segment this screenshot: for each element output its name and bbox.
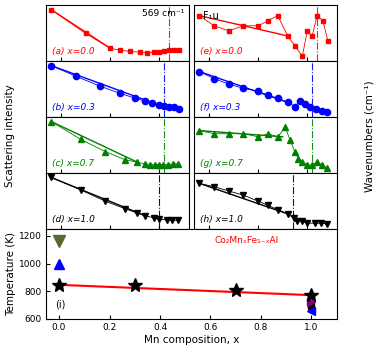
Text: 569 cm⁻¹: 569 cm⁻¹ [142, 9, 185, 18]
Text: (g) x=0.7: (g) x=0.7 [200, 159, 243, 168]
Text: (c) x=0.7: (c) x=0.7 [52, 159, 94, 168]
Text: (h) x=1.0: (h) x=1.0 [200, 215, 243, 223]
X-axis label: Temperature (K): Temperature (K) [224, 246, 308, 256]
X-axis label: Temperature (K): Temperature (K) [75, 246, 159, 256]
Y-axis label: Temperature (K): Temperature (K) [6, 232, 16, 316]
Text: (a) x=0.0: (a) x=0.0 [52, 47, 95, 56]
Text: (d) x=1.0: (d) x=1.0 [52, 215, 95, 223]
Text: (b) x=0.3: (b) x=0.3 [52, 103, 95, 111]
Text: (e) x=0.0: (e) x=0.0 [200, 47, 243, 56]
Text: F₁u: F₁u [203, 11, 219, 21]
Text: (i): (i) [55, 300, 65, 310]
Text: Scattering intensity: Scattering intensity [5, 84, 15, 187]
X-axis label: Mn composition, x: Mn composition, x [144, 335, 239, 345]
Text: Co₂MnₓFe₁₋ₓAl: Co₂MnₓFe₁₋ₓAl [215, 236, 279, 245]
Text: Wavenumbers (cm⁻¹): Wavenumbers (cm⁻¹) [365, 80, 375, 191]
Text: (f) x=0.3: (f) x=0.3 [200, 103, 240, 111]
